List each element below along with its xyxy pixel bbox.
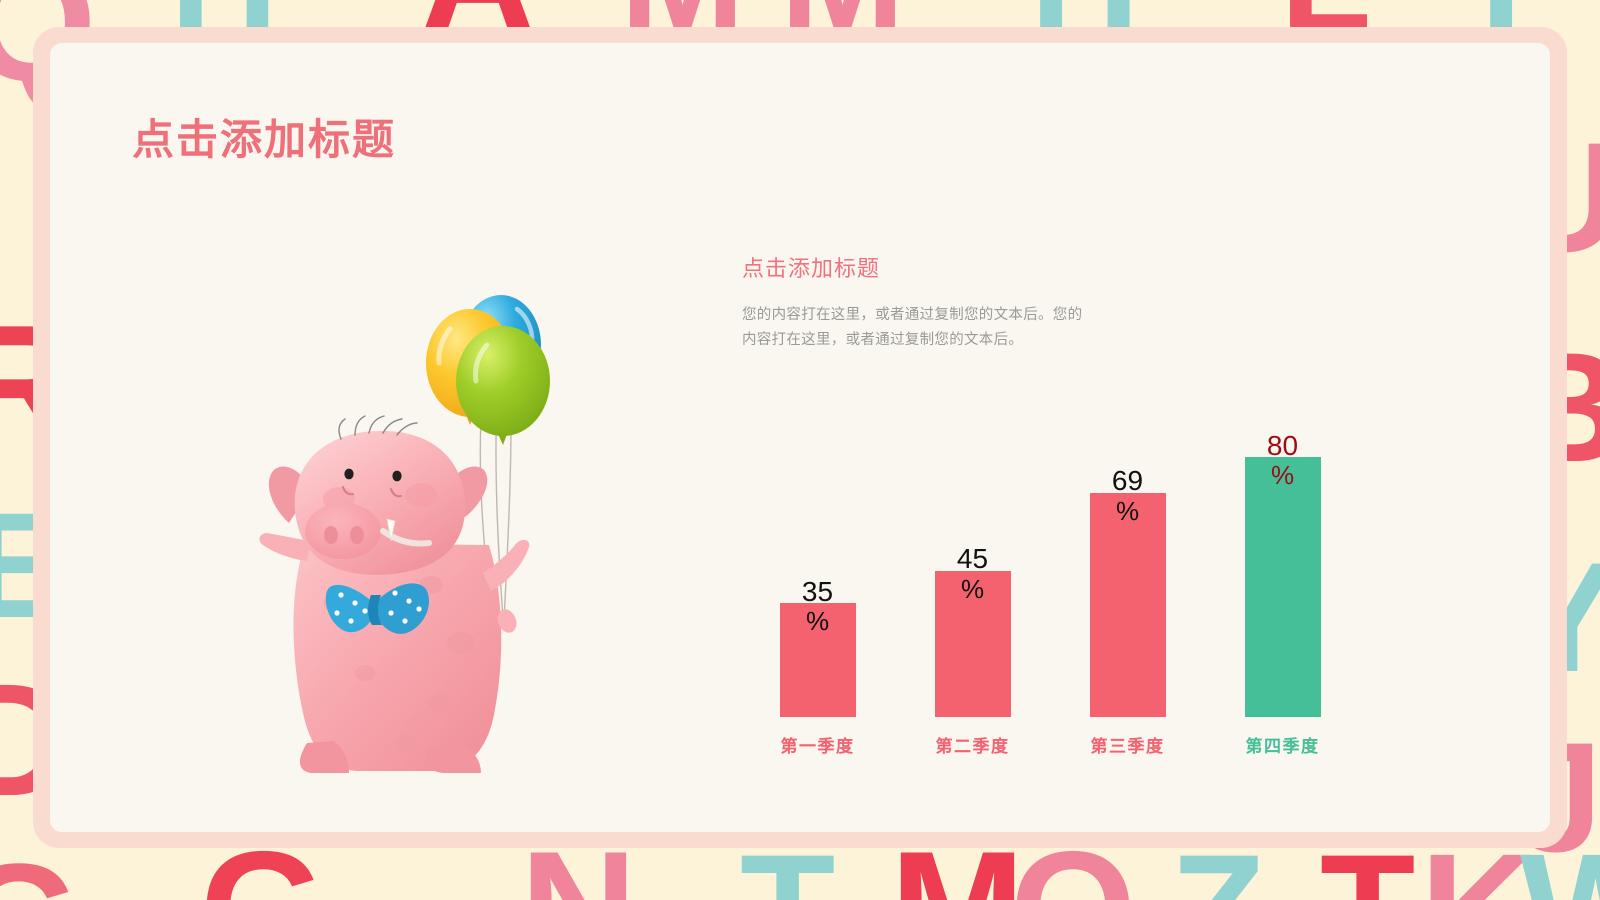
- bar-category-label: 第二季度: [935, 737, 1010, 756]
- bar-group[interactable]: 45% 第二季度: [895, 387, 1050, 756]
- pig-body: [293, 543, 502, 773]
- pig-tooth: [386, 518, 396, 542]
- pig-right-arm: [483, 539, 530, 591]
- cartoon-pig-with-balloons-illustration: [245, 273, 575, 773]
- pig-bowtie: [325, 583, 430, 634]
- slide-canvas: 点击添加标题: [50, 43, 1550, 832]
- pig-left-eye: [344, 468, 354, 480]
- bar-chart: 35% 第一季度 45% 第二季度 69% 第三季度 80% 第四季度: [740, 343, 1360, 763]
- background-letter: G: [0, 840, 80, 900]
- text-block-body: 您的内容打在这里，或者通过复制您的文本后。您的内容打在这里，或者通过复制您的文本…: [742, 307, 1083, 349]
- slide-frame: 点击添加标题: [33, 27, 1567, 848]
- bar-rect[interactable]: [779, 603, 856, 717]
- bar-chart-plot-area: 35% 第一季度 45% 第二季度 69% 第三季度 80% 第四季度: [740, 387, 1360, 756]
- pig-left-arm: [259, 533, 311, 561]
- bar-rect[interactable]: [1244, 456, 1321, 717]
- text-block-heading: 点击添加标题: [742, 256, 881, 281]
- bar-category-label: 第三季度: [1090, 737, 1165, 756]
- bar-category-label: 第一季度: [780, 737, 855, 756]
- pig-right-eye: [392, 470, 402, 482]
- balloon-green: [456, 326, 550, 445]
- bar-group[interactable]: 69% 第三季度: [1050, 387, 1205, 756]
- page-title: 点击添加标题: [132, 116, 397, 163]
- text-block: 点击添加标题 您的内容打在这里，或者通过复制您的文本后。您的内容打在这里，或者通…: [742, 251, 1092, 354]
- bar-group[interactable]: 35% 第一季度: [740, 387, 895, 756]
- bar-rect[interactable]: [1089, 492, 1166, 717]
- bar-rect[interactable]: [934, 570, 1011, 717]
- pig-snout: [305, 503, 381, 559]
- pig-head: [268, 415, 488, 575]
- bar-category-label: 第四季度: [1245, 737, 1320, 756]
- bar-group[interactable]: 80% 第四季度: [1205, 387, 1360, 756]
